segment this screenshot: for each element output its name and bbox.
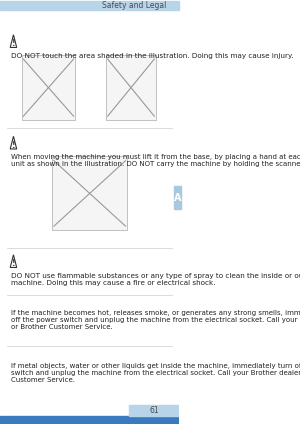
Text: Safety and Legal: Safety and Legal [103, 1, 167, 10]
Bar [22, 55, 75, 120]
Text: !: ! [12, 39, 15, 48]
Bar [106, 55, 156, 120]
Text: When moving the machine you must lift it from the base, by placing a hand at eac: When moving the machine you must lift it… [11, 154, 300, 167]
Bar [52, 156, 128, 230]
Text: !: ! [12, 141, 15, 150]
Text: !: ! [12, 259, 15, 268]
Text: DO NOT touch the area shaded in the illustration. Doing this may cause injury.: DO NOT touch the area shaded in the illu… [11, 53, 293, 59]
Text: If metal objects, water or other liquids get inside the machine, immediately tur: If metal objects, water or other liquids… [11, 363, 300, 382]
Bar [129, 404, 179, 416]
Bar [174, 186, 181, 209]
Bar [0, 1, 179, 10]
Text: A: A [174, 192, 181, 203]
Text: DO NOT use flammable substances or any type of spray to clean the inside or outs: DO NOT use flammable substances or any t… [11, 273, 300, 286]
Text: 61: 61 [149, 406, 159, 415]
Text: If the machine becomes hot, releases smoke, or generates any strong smells, imme: If the machine becomes hot, releases smo… [11, 310, 300, 330]
Bar [0, 416, 179, 424]
